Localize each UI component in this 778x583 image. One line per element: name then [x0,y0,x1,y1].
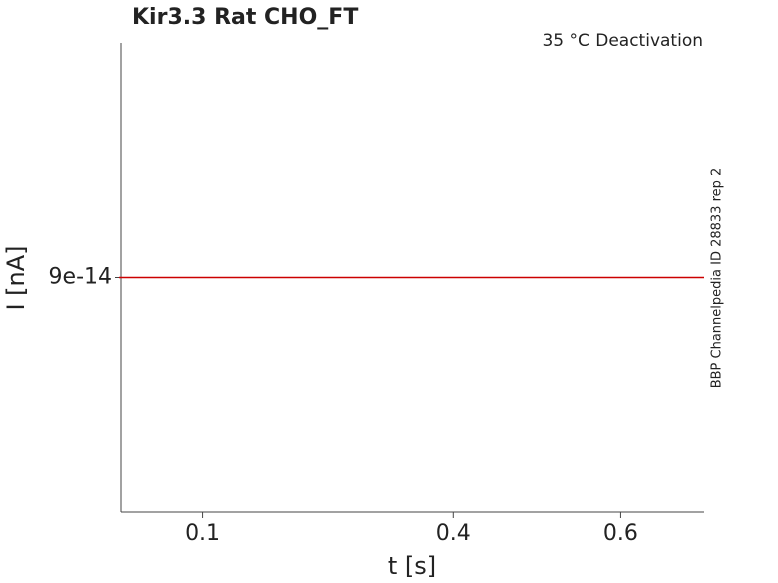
y-axis-label: I [nA] [2,245,30,310]
y-tick-label: 9e-14 [49,265,112,290]
x-tick-label: 0.1 [185,521,220,546]
x-axis-label: t [s] [388,552,436,580]
side-text: BBP Channelpedia ID 28833 rep 2 [710,168,725,389]
x-tick-label: 0.4 [436,521,471,546]
chart-title: Kir3.3 Rat CHO_FT [132,5,358,30]
x-tick-label: 0.6 [603,521,638,546]
annotation: 35 °C Deactivation [542,31,703,51]
